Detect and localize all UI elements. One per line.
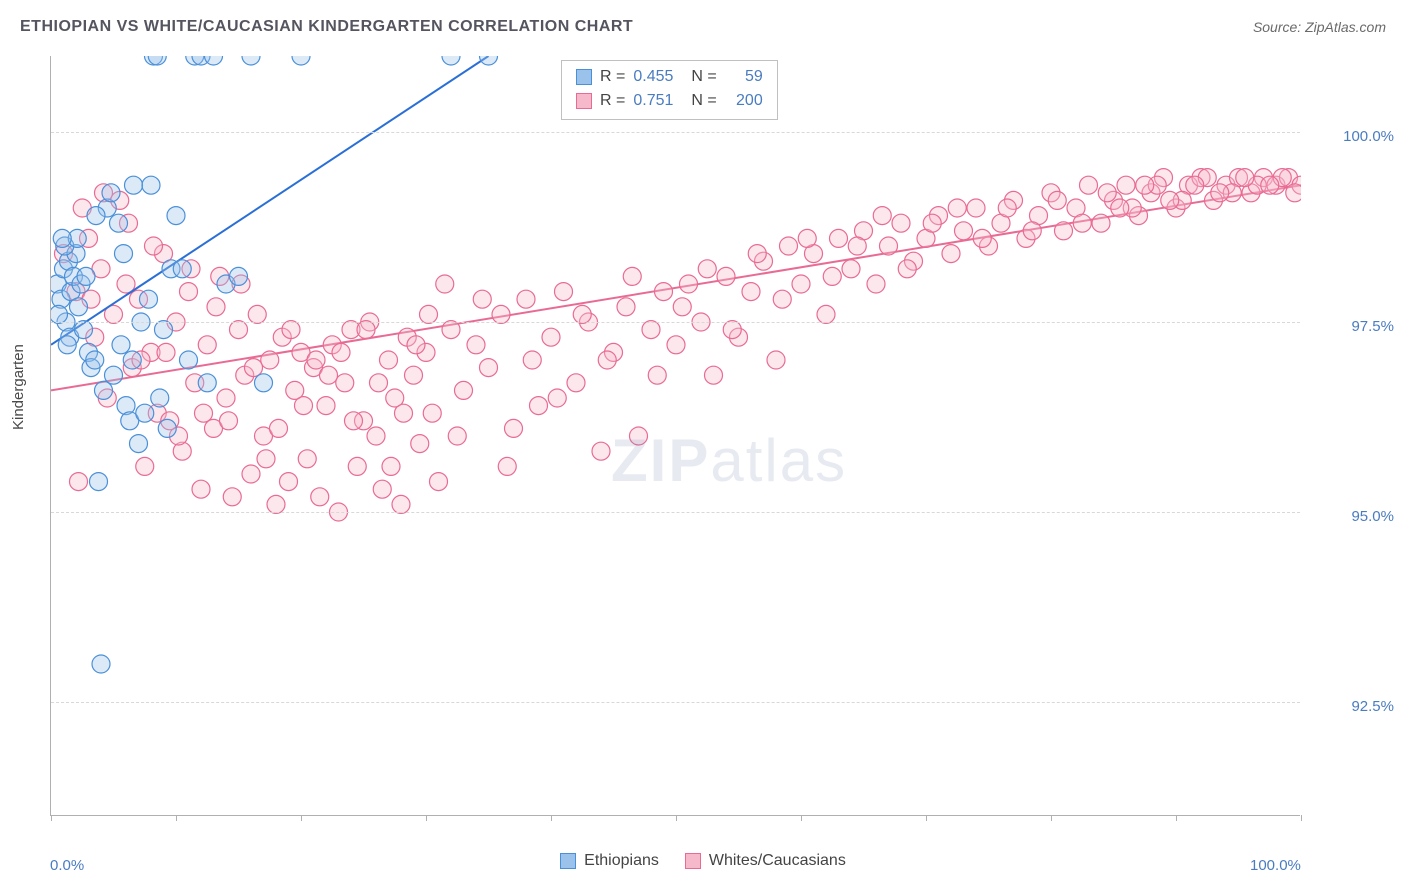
legend-n-value: 200 — [725, 89, 763, 113]
legend-row: R = 0.751 N = 200 — [576, 89, 763, 113]
legend-row: R = 0.455 N = 59 — [576, 65, 763, 89]
legend-r-value: 0.751 — [633, 89, 673, 113]
y-tick-label: 97.5% — [1351, 318, 1394, 335]
x-tick — [551, 815, 552, 821]
x-tick-label: 100.0% — [1250, 857, 1301, 874]
x-tick-label: 0.0% — [50, 857, 84, 874]
x-tick — [51, 815, 52, 821]
x-tick — [676, 815, 677, 821]
grid-line — [51, 702, 1300, 703]
legend-r-label: R = — [600, 65, 625, 89]
chart-area: ZIPatlas R =0.455N =59R =0.751N =200 — [50, 56, 1300, 816]
series-legend: Ethiopians Whites/Caucasians — [0, 852, 1406, 870]
x-tick — [1176, 815, 1177, 821]
x-tick — [426, 815, 427, 821]
whites-swatch — [685, 853, 701, 869]
legend-n-label: N = — [691, 89, 716, 113]
legend-swatch — [576, 69, 592, 85]
legend-n-value: 59 — [725, 65, 763, 89]
x-tick — [801, 815, 802, 821]
legend-r-value: 0.455 — [633, 65, 673, 89]
chart-title: ETHIOPIAN VS WHITE/CAUCASIAN KINDERGARTE… — [20, 18, 633, 36]
y-tick-label: 100.0% — [1343, 128, 1394, 145]
ethiopians-swatch — [560, 853, 576, 869]
legend-swatch — [576, 93, 592, 109]
grid-line — [51, 322, 1300, 323]
x-tick — [1301, 815, 1302, 821]
x-tick — [1051, 815, 1052, 821]
x-tick — [301, 815, 302, 821]
grid-line — [51, 512, 1300, 513]
source-label: Source: ZipAtlas.com — [1253, 19, 1386, 35]
legend-r-label: R = — [600, 89, 625, 113]
correlation-legend: R = 0.455 N = 59 R = 0.751 N = 200 — [561, 60, 778, 120]
legend-n-label: N = — [691, 65, 716, 89]
y-tick-label: 95.0% — [1351, 508, 1394, 525]
y-tick-label: 92.5% — [1351, 698, 1394, 715]
y-axis-label: Kindergarten — [10, 344, 27, 430]
x-tick — [176, 815, 177, 821]
x-tick — [926, 815, 927, 821]
ethiopians-label: Ethiopians — [584, 852, 659, 870]
whites-label: Whites/Caucasians — [709, 852, 846, 870]
grid-line — [51, 132, 1300, 133]
